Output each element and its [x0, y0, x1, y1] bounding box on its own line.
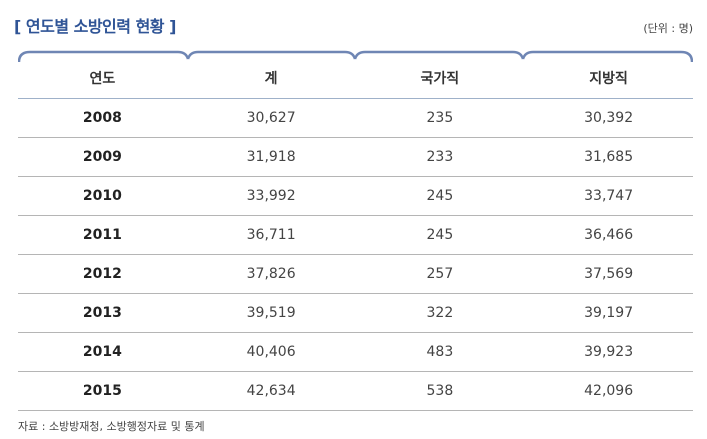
cell-national: 233 — [355, 137, 525, 177]
cell-local: 39,923 — [524, 332, 693, 372]
cell-total: 42,634 — [186, 371, 356, 411]
cell-year: 2010 — [18, 176, 187, 216]
staff-table: 연도 계 국가직 지방직 2008 30,627 235 30,392 2009… — [18, 50, 693, 411]
col-header-year: 연도 — [18, 50, 187, 99]
col-header-local: 지방직 — [524, 50, 693, 99]
unit-label: (단위 : 명) — [643, 22, 693, 35]
cell-local: 37,569 — [524, 254, 693, 294]
cell-year: 2014 — [18, 332, 187, 372]
cell-local: 33,747 — [524, 176, 693, 216]
table-title: [ 연도별 소방인력 현황 ] — [14, 17, 176, 36]
cell-local: 31,685 — [524, 137, 693, 177]
cell-total: 36,711 — [186, 215, 356, 255]
header-row: 연도 계 국가직 지방직 — [18, 50, 693, 99]
cell-year: 2013 — [18, 293, 187, 333]
table-row: 2011 36,711 245 36,466 — [18, 215, 693, 255]
table-row: 2009 31,918 233 31,685 — [18, 137, 693, 177]
cell-year: 2008 — [18, 98, 187, 138]
cell-local: 39,197 — [524, 293, 693, 333]
col-header-total: 계 — [186, 50, 356, 99]
cell-national: 245 — [355, 176, 525, 216]
cell-total: 33,992 — [186, 176, 356, 216]
cell-national: 538 — [355, 371, 525, 411]
cell-total: 39,519 — [186, 293, 356, 333]
data-table-container: 연도 계 국가직 지방직 2008 30,627 235 30,392 2009… — [18, 50, 693, 411]
cell-national: 235 — [355, 98, 525, 138]
cell-national: 245 — [355, 215, 525, 255]
table-row: 2010 33,992 245 33,747 — [18, 176, 693, 216]
cell-national: 483 — [355, 332, 525, 372]
table-row: 2012 37,826 257 37,569 — [18, 254, 693, 294]
cell-year: 2015 — [18, 371, 187, 411]
cell-local: 42,096 — [524, 371, 693, 411]
cell-total: 31,918 — [186, 137, 356, 177]
cell-total: 40,406 — [186, 332, 356, 372]
cell-local: 36,466 — [524, 215, 693, 255]
col-header-national: 국가직 — [355, 50, 525, 99]
cell-year: 2011 — [18, 215, 187, 255]
source-note: 자료 : 소방방재청, 소방행정자료 및 통계 — [18, 420, 205, 433]
cell-year: 2009 — [18, 137, 187, 177]
cell-national: 322 — [355, 293, 525, 333]
cell-national: 257 — [355, 254, 525, 294]
table-row: 2015 42,634 538 42,096 — [18, 371, 693, 411]
table-row: 2014 40,406 483 39,923 — [18, 332, 693, 372]
cell-year: 2012 — [18, 254, 187, 294]
cell-total: 37,826 — [186, 254, 356, 294]
table-row: 2013 39,519 322 39,197 — [18, 293, 693, 333]
cell-local: 30,392 — [524, 98, 693, 138]
cell-total: 30,627 — [186, 98, 356, 138]
table-row: 2008 30,627 235 30,392 — [18, 98, 693, 138]
